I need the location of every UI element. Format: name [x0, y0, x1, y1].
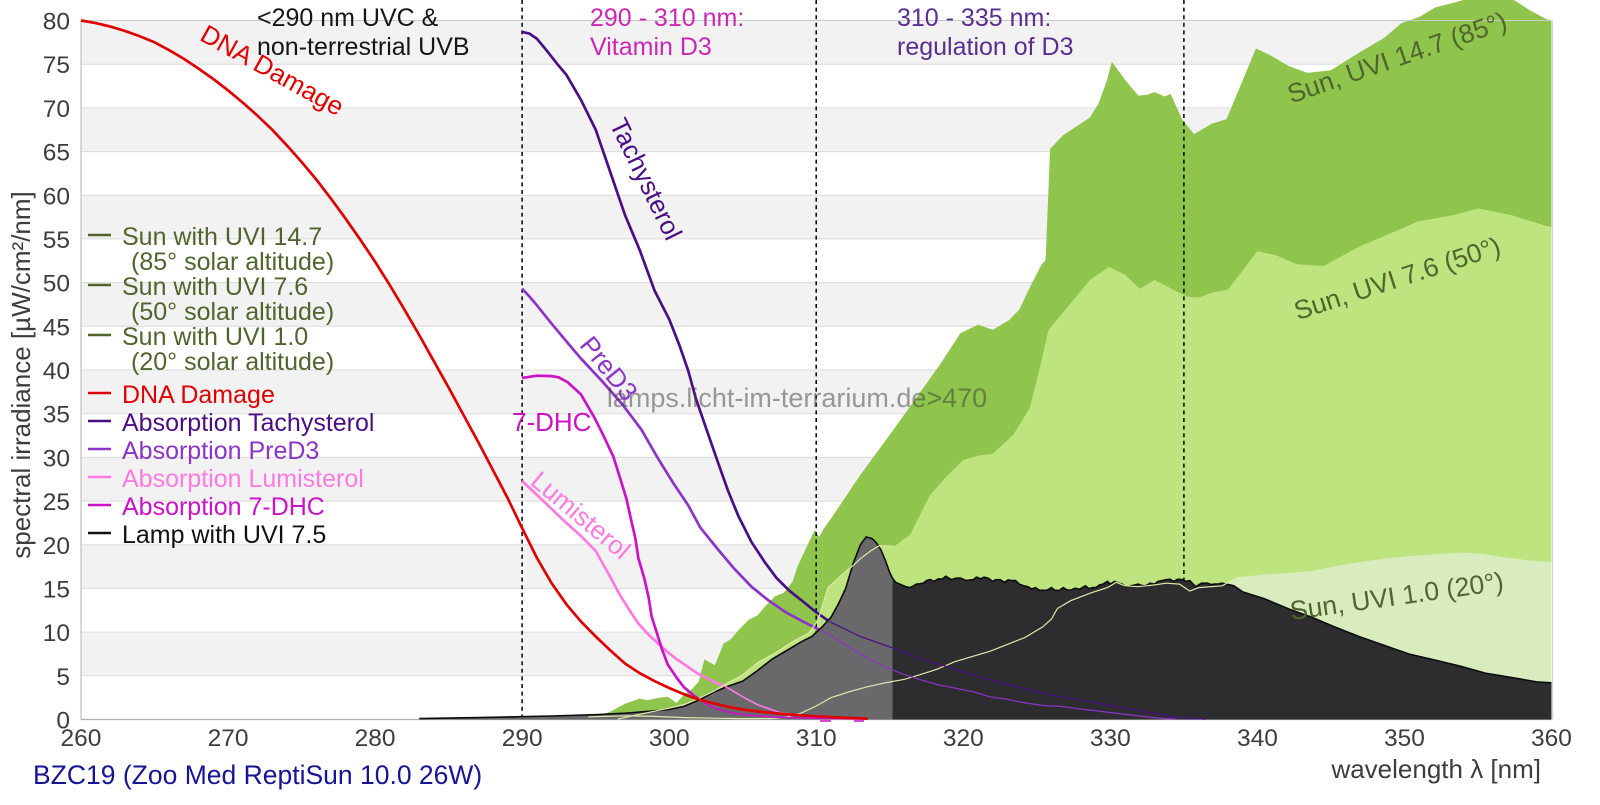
svg-text:Vitamin D3: Vitamin D3 — [590, 33, 712, 61]
svg-text:Absorption Tachysterol: Absorption Tachysterol — [122, 409, 374, 437]
svg-text:Lamp with UVI 7.5: Lamp with UVI 7.5 — [122, 521, 326, 549]
svg-text:<290 nm UVC &: <290 nm UVC & — [257, 4, 439, 32]
svg-text:30: 30 — [43, 445, 70, 472]
svg-text:270: 270 — [208, 725, 249, 752]
svg-text:non-terrestrial UVB: non-terrestrial UVB — [257, 33, 470, 61]
svg-text:regulation of D3: regulation of D3 — [897, 33, 1074, 61]
svg-text:290: 290 — [502, 725, 543, 752]
svg-text:310: 310 — [796, 725, 837, 752]
svg-text:20: 20 — [43, 533, 70, 560]
svg-text:80: 80 — [43, 9, 70, 36]
svg-text:Absorption Lumisterol: Absorption Lumisterol — [122, 465, 364, 493]
svg-text:290 - 310 nm:: 290 - 310 nm: — [590, 4, 744, 32]
svg-text:340: 340 — [1237, 725, 1278, 752]
svg-text:330: 330 — [1090, 725, 1131, 752]
svg-text:300: 300 — [649, 725, 690, 752]
svg-text:350: 350 — [1384, 725, 1425, 752]
svg-text:5: 5 — [56, 664, 70, 691]
svg-text:Absorption PreD3: Absorption PreD3 — [122, 437, 319, 465]
svg-text:Absorption 7-DHC: Absorption 7-DHC — [122, 493, 325, 521]
svg-text:320: 320 — [943, 725, 984, 752]
svg-text:75: 75 — [43, 52, 70, 79]
svg-text:25: 25 — [43, 489, 70, 516]
svg-text:280: 280 — [355, 725, 396, 752]
svg-text:40: 40 — [43, 358, 70, 385]
svg-text:Sun with UVI 7.6: Sun with UVI 7.6 — [122, 273, 308, 301]
svg-text:spectral irradiance [µW/cm²/nm: spectral irradiance [µW/cm²/nm] — [6, 191, 36, 559]
svg-text:360: 360 — [1531, 725, 1572, 752]
svg-text:7-DHC: 7-DHC — [512, 407, 591, 437]
svg-text:45: 45 — [43, 314, 70, 341]
svg-text:0: 0 — [56, 708, 70, 735]
svg-text:lamps.licht-im-terrarium.de>47: lamps.licht-im-terrarium.de>470 — [607, 383, 987, 413]
svg-text:15: 15 — [43, 576, 70, 603]
svg-text:65: 65 — [43, 140, 70, 167]
svg-text:35: 35 — [43, 402, 70, 429]
svg-text:Sun with UVI 14.7: Sun with UVI 14.7 — [122, 223, 322, 251]
svg-text:50: 50 — [43, 271, 70, 298]
svg-text:(85° solar altitude): (85° solar altitude) — [131, 248, 334, 276]
svg-text:60: 60 — [43, 183, 70, 210]
svg-text:DNA Damage: DNA Damage — [122, 381, 275, 409]
svg-text:260: 260 — [61, 725, 102, 752]
svg-text:(20° solar altitude): (20° solar altitude) — [131, 348, 334, 376]
svg-text:(50° solar altitude): (50° solar altitude) — [131, 298, 334, 326]
svg-text:10: 10 — [43, 620, 70, 647]
svg-text:55: 55 — [43, 227, 70, 254]
svg-text:70: 70 — [43, 96, 70, 123]
svg-text:310 - 335 nm:: 310 - 335 nm: — [897, 4, 1051, 32]
svg-text:Sun with UVI 1.0: Sun with UVI 1.0 — [122, 323, 308, 351]
svg-text:wavelength λ [nm]: wavelength λ [nm] — [1330, 754, 1541, 784]
svg-text:BZC19 (Zoo Med ReptiSun 10.0 2: BZC19 (Zoo Med ReptiSun 10.0 26W) — [33, 760, 482, 790]
